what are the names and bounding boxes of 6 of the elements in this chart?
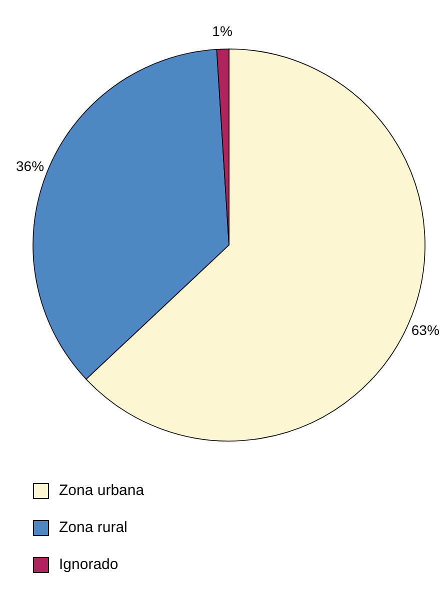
data-label: 1% — [212, 23, 232, 40]
legend-label: Zona rural — [59, 519, 128, 536]
data-label: 36% — [16, 158, 44, 174]
data-label: 63% — [411, 322, 440, 338]
legend-label: Ignorado — [59, 556, 118, 573]
legend-label: Zona urbana — [59, 482, 144, 499]
